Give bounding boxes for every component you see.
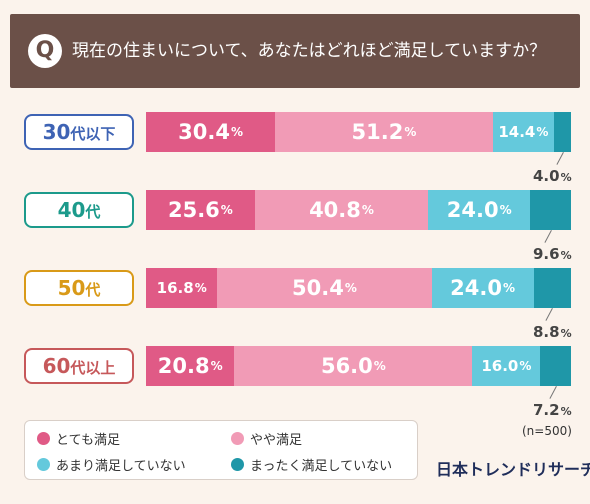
category-label-number: 50: [57, 276, 86, 300]
percent-sign: %: [560, 405, 572, 418]
legend-swatch-very-satisfied: [37, 432, 50, 445]
data-label: 16.0: [481, 357, 519, 375]
percent-sign: %: [519, 359, 532, 373]
data-label: 4.0: [533, 167, 560, 185]
bar-segment-not-very-satisfied: 24.0%: [431, 268, 534, 308]
data-label: 16.8: [156, 279, 194, 297]
percent-sign: %: [404, 125, 417, 139]
sample-size-note: (n=500): [522, 424, 572, 438]
legend-label-not-very-satisfied: あまり満足していない: [56, 459, 186, 474]
bar-segment-very-satisfied: 16.8%: [146, 268, 218, 308]
leader-line: [545, 308, 554, 321]
legend-label-not-satisfied: まったく満足していない: [250, 459, 393, 474]
category-label-suffix: 代: [85, 281, 101, 299]
category-label-number: 60: [42, 354, 71, 378]
percent-sign: %: [536, 125, 549, 139]
data-label: 9.6: [533, 245, 560, 263]
legend-item-very-satisfied: とても満足: [37, 429, 120, 448]
bar-segment-not-very-satisfied: 14.4%: [492, 112, 554, 152]
bar-segment-very-satisfied: 25.6%: [146, 190, 255, 230]
bar-segment-somewhat-satisfied: 50.4%: [217, 268, 432, 308]
percent-sign: %: [373, 359, 386, 373]
data-label: 7.2: [533, 401, 560, 419]
percent-sign: %: [344, 281, 357, 295]
data-label: 40.8: [309, 198, 361, 222]
category-label-suffix: 代以下: [70, 125, 116, 143]
question-header: Q 現在の住まいについて、あなたはどれほど満足していますか？: [10, 14, 580, 88]
percent-sign: %: [210, 359, 223, 373]
data-label: 20.8: [157, 354, 210, 378]
category-label-number: 40: [57, 198, 86, 222]
legend: とても満足 やや満足 あまり満足していない まったく満足していない: [24, 420, 418, 480]
bar-segment-very-satisfied: 20.8%: [146, 346, 235, 386]
percent-sign: %: [361, 203, 374, 217]
bar-row: 30.4% 51.2% 14.4%: [146, 112, 571, 152]
category-label-number: 30: [42, 120, 71, 144]
percent-sign: %: [230, 125, 244, 139]
bar-segment-somewhat-satisfied: 51.2%: [275, 112, 493, 152]
percent-sign: %: [560, 171, 572, 184]
bar-segment-not-very-satisfied: 16.0%: [472, 346, 541, 386]
leader-line: [555, 152, 564, 165]
bar-segment-not-very-satisfied: 24.0%: [428, 190, 531, 230]
data-label: 25.6: [167, 198, 220, 222]
data-label: 24.0: [446, 198, 499, 222]
legend-item-not-satisfied: まったく満足していない: [231, 455, 392, 474]
outside-data-label: 7.2%: [533, 401, 572, 419]
category-label-30代以下: 30代以下: [24, 114, 134, 150]
bar-segment-not-satisfied: [554, 112, 571, 152]
brand-logo-text: 日本トレンドリサーチ: [436, 460, 590, 479]
bar-segment-somewhat-satisfied: 40.8%: [254, 190, 429, 230]
leader-line: [544, 230, 552, 243]
legend-item-not-very-satisfied: あまり満足していない: [37, 455, 186, 474]
legend-label-somewhat-satisfied: やや満足: [250, 433, 303, 448]
q-badge: Q: [28, 34, 62, 68]
category-label-suffix: 代: [85, 203, 101, 221]
legend-swatch-somewhat-satisfied: [231, 432, 244, 445]
legend-label-very-satisfied: とても満足: [56, 433, 120, 448]
percent-sign: %: [560, 327, 572, 340]
bar-segment-not-satisfied: [533, 268, 571, 308]
category-label-60代以上: 60代以上: [24, 348, 134, 384]
bar-segment-somewhat-satisfied: 56.0%: [234, 346, 473, 386]
percent-sign: %: [499, 203, 512, 217]
percent-sign: %: [194, 281, 207, 295]
data-label: 56.0: [320, 354, 373, 378]
bar-segment-not-satisfied: [530, 190, 571, 230]
legend-swatch-not-satisfied: [231, 458, 244, 471]
legend-item-somewhat-satisfied: やや満足: [231, 429, 302, 448]
percent-sign: %: [220, 203, 233, 217]
category-label-suffix: 代以上: [70, 359, 116, 377]
bar-segment-not-satisfied: [540, 346, 571, 386]
data-label: 24.0: [450, 276, 502, 300]
outside-data-label: 4.0%: [533, 167, 572, 185]
percent-sign: %: [502, 281, 516, 295]
question-text: 現在の住まいについて、あなたはどれほど満足していますか？: [72, 41, 547, 61]
data-label: 30.4: [178, 120, 230, 144]
data-label: 8.8: [533, 323, 560, 341]
category-label-40代: 40代: [24, 192, 134, 228]
legend-swatch-not-very-satisfied: [37, 458, 50, 471]
data-label: 14.4: [498, 123, 536, 141]
bar-row: 16.8% 50.4% 24.0%: [146, 268, 571, 308]
bar-segment-very-satisfied: 30.4%: [146, 112, 276, 152]
bar-row: 25.6% 40.8% 24.0%: [146, 190, 571, 230]
data-label: 50.4: [292, 276, 344, 300]
data-label: 51.2: [351, 120, 404, 144]
leader-line: [549, 386, 557, 399]
outside-data-label: 8.8%: [533, 323, 572, 341]
outside-data-label: 9.6%: [533, 245, 572, 263]
percent-sign: %: [560, 249, 572, 262]
bar-row: 20.8% 56.0% 16.0%: [146, 346, 571, 386]
category-label-50代: 50代: [24, 270, 134, 306]
